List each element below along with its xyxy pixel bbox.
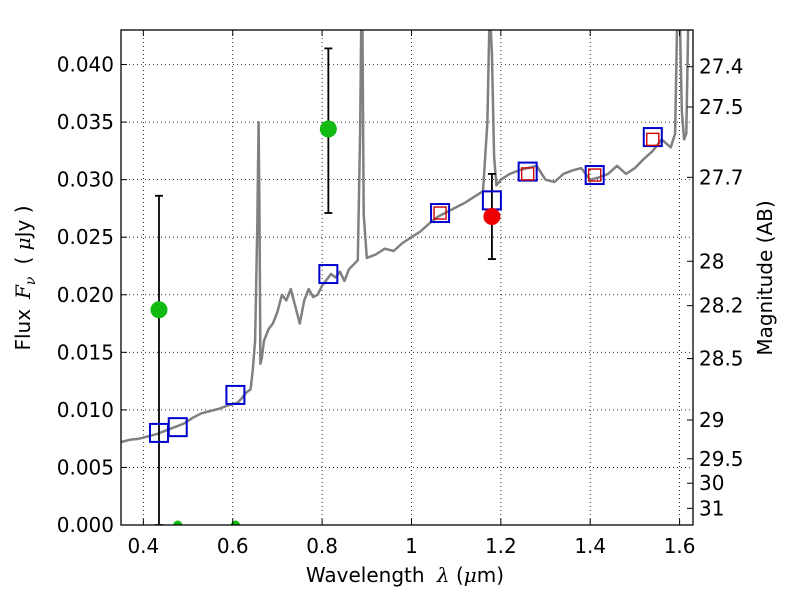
spectrum-line — [121, 30, 690, 444]
magnitude-tick-label: 27.7 — [699, 165, 744, 189]
observed-photometry-marker — [646, 132, 660, 147]
y-axis-label: FluxFν( μJy ) — [11, 205, 39, 350]
magnitude-tick-label: 27.5 — [699, 95, 744, 119]
magnitude-tick-label: 29 — [699, 408, 724, 432]
magnitude-tick-label: 27.4 — [699, 55, 744, 79]
magnitude-tick-label: 29.5 — [699, 447, 744, 471]
y-tick-label: 0.030 — [57, 168, 114, 192]
magnitude-tick-label: 30 — [699, 471, 724, 495]
x-axis-label: Wavelength λ (μm) — [306, 563, 504, 587]
y-axis: 0.000 0.005 0.010 0.015 0.020 0.025 0.030 0.035… — [57, 53, 127, 537]
magnitude-tick-label: 31 — [699, 496, 724, 520]
observed-photometry-marker — [587, 168, 602, 182]
grid — [121, 30, 693, 525]
model-photometry-marker — [167, 417, 188, 438]
magnitude-tick-label: 28.5 — [699, 347, 744, 371]
data-point — [319, 120, 337, 138]
y-tick-label: 0.020 — [57, 283, 114, 307]
data-point — [230, 520, 240, 525]
data-point — [173, 520, 183, 525]
y-tick-label: 0.015 — [57, 340, 114, 364]
observed-photometry-marker — [433, 206, 447, 220]
y-tick-label: 0.010 — [57, 398, 114, 422]
x-tick-label: 0.8 — [306, 534, 338, 558]
plot-area — [121, 30, 690, 525]
data-point — [483, 207, 501, 225]
x-axis: 0.4 0.6 0.8 1 1.2 1.4 1.6 — [127, 30, 696, 558]
x-tick-label: 1 — [405, 534, 418, 558]
observed-photometry-marker — [520, 167, 535, 181]
model-photometry-marker — [430, 203, 451, 224]
x-tick-label: 1.2 — [485, 534, 517, 558]
plot-frame — [120, 29, 694, 526]
model-photometry-marker — [318, 264, 339, 285]
y-tick-label: 0.040 — [57, 53, 114, 77]
x-tick-label: 1.6 — [664, 534, 696, 558]
data-point — [150, 301, 168, 319]
model-photometry-marker — [225, 384, 246, 405]
y-tick-label: 0.005 — [57, 455, 114, 479]
model-photometry-marker — [584, 165, 605, 186]
x-tick-label: 1.4 — [574, 534, 606, 558]
y-tick-label: 0.035 — [57, 110, 114, 134]
y-tick-label: 0.025 — [57, 225, 114, 249]
magnitude-tick-label: 28.2 — [699, 294, 744, 318]
x-tick-label: 0.4 — [127, 534, 159, 558]
x-tick-label: 0.6 — [217, 534, 249, 558]
y-tick-label: 0.000 — [57, 513, 114, 537]
magnitude-tick-label: 28 — [699, 249, 724, 273]
magnitude-axis-label: Magnitude (AB) — [753, 200, 777, 355]
